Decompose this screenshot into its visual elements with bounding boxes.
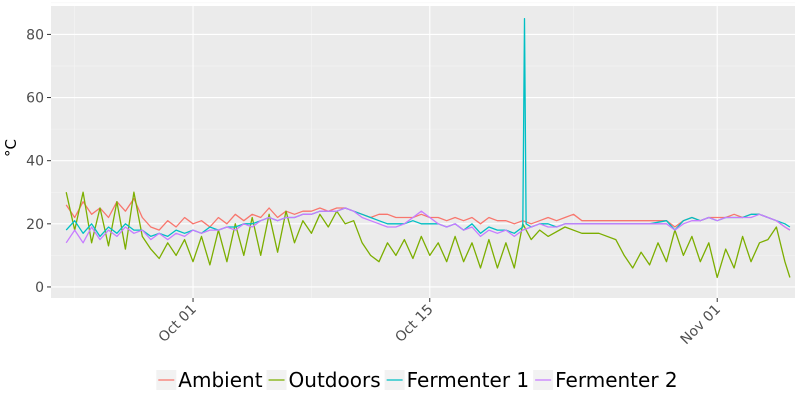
x-tick-label: Oct 15 (392, 302, 436, 346)
x-tick-label: Nov 01 (678, 302, 724, 348)
y-tick-label: 80 (26, 27, 44, 43)
y-tick-label: 20 (26, 217, 44, 233)
legend-label: Fermenter 1 (407, 368, 530, 392)
x-tick-label: Oct 01 (156, 302, 200, 346)
series-lines (65, 17, 791, 279)
y-axis-title: °C (2, 139, 20, 157)
legend-label: Outdoors (289, 368, 381, 392)
series-line-fermenter-1 (65, 17, 791, 238)
y-tick-label: 0 (35, 280, 44, 296)
y-tick-label: 60 (26, 91, 44, 107)
series-line-fermenter-2 (65, 207, 791, 244)
plot-panel (51, 6, 795, 298)
y-tick-label: 40 (26, 154, 44, 170)
legend: Ambient Outdoors Fermenter 1 Fermenter 2 (156, 368, 678, 392)
legend-item-outdoors: Outdoors (266, 368, 381, 392)
legend-label: Fermenter 2 (555, 368, 678, 392)
legend-item-fermenter-2: Fermenter 2 (533, 368, 678, 392)
legend-label: Ambient (178, 368, 262, 392)
series-line-outdoors (65, 191, 791, 279)
legend-item-fermenter-1: Fermenter 1 (384, 368, 530, 392)
legend-item-ambient: Ambient (156, 368, 263, 392)
